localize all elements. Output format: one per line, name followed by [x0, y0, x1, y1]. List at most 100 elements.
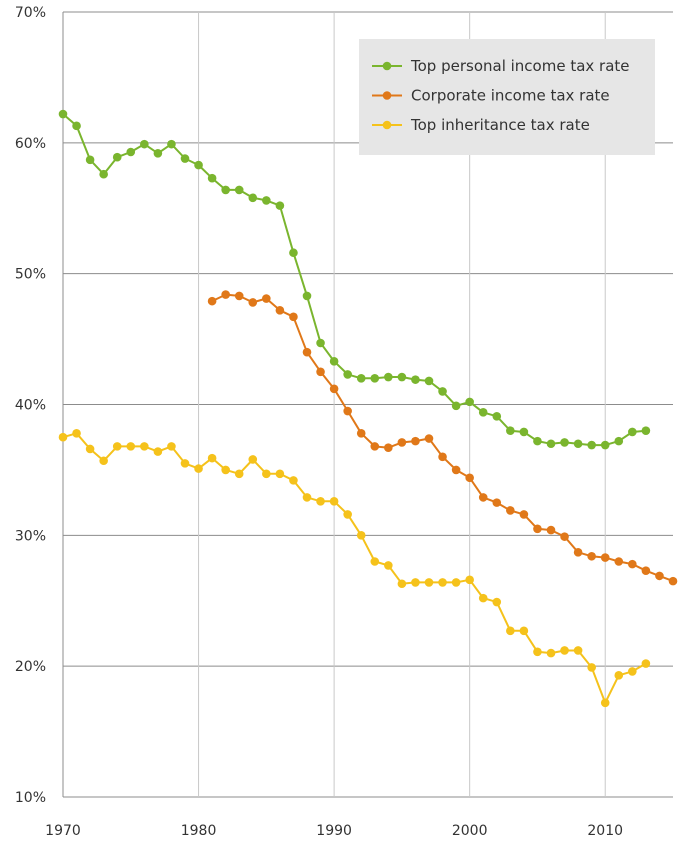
data-point — [451, 578, 461, 587]
data-point — [546, 525, 556, 535]
data-point — [370, 374, 380, 383]
data-point — [424, 578, 434, 587]
data-point — [546, 439, 556, 449]
data-point — [465, 575, 474, 585]
data-point — [641, 566, 651, 575]
data-point — [438, 452, 447, 462]
data-point — [234, 185, 244, 195]
data-point — [99, 169, 108, 179]
y-tick-label: 60% — [15, 136, 46, 152]
data-point — [126, 442, 136, 451]
data-point — [628, 667, 637, 676]
data-point — [343, 370, 352, 379]
series-layer — [58, 109, 678, 708]
data-point — [316, 338, 325, 348]
data-point — [519, 510, 529, 519]
legend-label: Top personal income tax rate — [410, 57, 630, 75]
data-point — [153, 149, 163, 158]
data-point — [234, 291, 244, 301]
legend-swatch-marker — [382, 120, 392, 130]
data-point — [221, 465, 230, 475]
data-point — [668, 576, 678, 586]
axes: 10% 20% 30% 40% 50% 60% 70% 1970 1980 1990 2000 201… — [15, 5, 623, 839]
x-tick-label: 2000 — [452, 823, 488, 839]
data-point — [329, 384, 339, 394]
data-point — [614, 436, 624, 446]
data-point — [573, 439, 583, 449]
data-point — [275, 201, 285, 210]
data-point — [58, 432, 68, 442]
data-point — [451, 465, 461, 475]
data-point — [329, 497, 339, 506]
data-point — [72, 121, 81, 131]
data-point — [533, 436, 542, 446]
x-tick-label: 2010 — [587, 823, 623, 839]
data-point — [370, 442, 380, 451]
data-point — [207, 173, 217, 183]
data-point — [356, 374, 366, 383]
data-point — [587, 440, 596, 450]
data-point — [587, 663, 596, 672]
data-point — [451, 401, 461, 411]
series-line — [62, 113, 646, 447]
series-2 — [207, 290, 678, 586]
data-point — [384, 561, 393, 570]
data-point — [356, 531, 366, 540]
data-point — [221, 185, 230, 195]
data-point — [478, 493, 488, 502]
data-point — [262, 469, 271, 479]
data-point — [600, 440, 610, 450]
y-tick-label: 70% — [15, 5, 46, 21]
data-point — [99, 456, 108, 466]
y-tick-label: 40% — [15, 398, 46, 414]
data-point — [506, 426, 515, 435]
data-point — [573, 646, 583, 655]
y-tick-label: 10% — [15, 790, 46, 806]
data-point — [465, 473, 474, 483]
data-point — [221, 290, 230, 299]
data-point — [506, 626, 515, 636]
data-point — [316, 367, 325, 377]
data-point — [546, 648, 556, 658]
data-point — [58, 109, 68, 119]
data-point — [316, 497, 325, 506]
data-point — [180, 154, 190, 163]
data-point — [573, 548, 583, 557]
data-point — [248, 455, 258, 464]
data-point — [85, 444, 95, 454]
data-point — [140, 139, 149, 149]
data-point — [384, 372, 393, 382]
data-point — [207, 453, 217, 463]
data-point — [628, 559, 637, 569]
data-point — [465, 397, 474, 407]
data-point — [248, 193, 258, 203]
legend-swatch-marker — [382, 61, 392, 71]
data-point — [424, 434, 434, 443]
data-point — [492, 411, 502, 421]
data-point — [85, 155, 95, 165]
series-line — [62, 432, 647, 704]
data-point — [262, 196, 271, 205]
data-point — [560, 646, 569, 655]
data-point — [438, 578, 447, 587]
data-point — [478, 593, 488, 603]
data-point — [329, 357, 339, 366]
data-point — [180, 459, 190, 468]
data-point — [397, 438, 407, 447]
x-tick-label: 1970 — [45, 823, 81, 839]
data-point — [302, 493, 312, 502]
data-point — [397, 372, 407, 382]
data-point — [384, 443, 393, 452]
data-point — [478, 408, 488, 417]
data-point — [424, 376, 434, 386]
series-1 — [58, 109, 651, 450]
data-point — [275, 306, 285, 315]
data-point — [614, 671, 624, 680]
data-point — [411, 375, 420, 384]
data-point — [411, 578, 420, 587]
data-point — [560, 438, 569, 447]
data-point — [112, 442, 122, 451]
data-point — [153, 447, 163, 456]
data-point — [289, 476, 298, 485]
series-line — [211, 293, 674, 583]
